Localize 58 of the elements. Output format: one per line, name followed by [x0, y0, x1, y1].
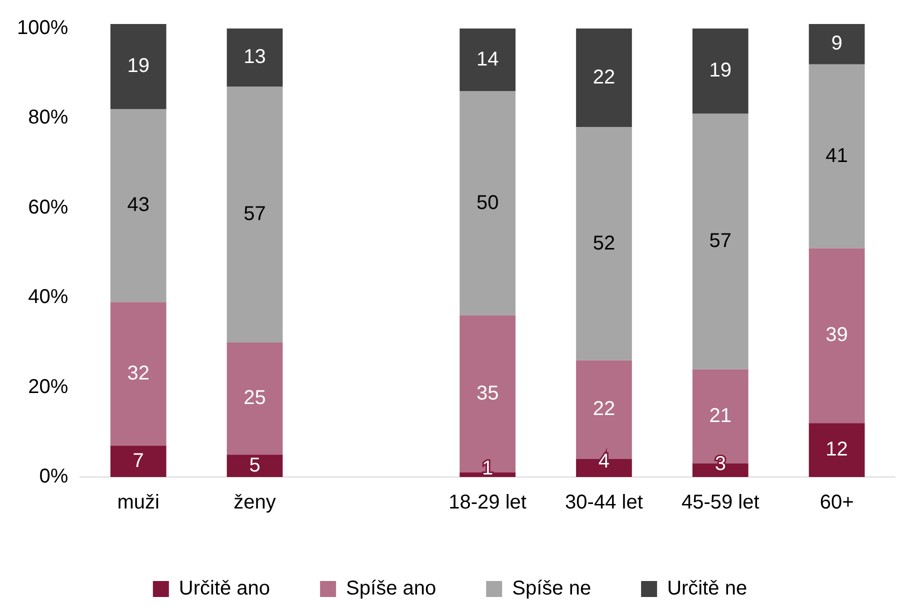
data-label: 41	[826, 144, 848, 167]
data-label: 57	[244, 203, 266, 226]
bar	[110, 446, 166, 477]
data-label: 22	[592, 398, 616, 420]
bar	[460, 91, 516, 316]
legend-label: Určitě ne	[667, 578, 748, 600]
data-label: 35	[476, 382, 499, 405]
bar	[460, 28, 516, 92]
data-label: 19	[127, 55, 150, 78]
data-label: 3	[714, 452, 726, 475]
x-tick-label: 60+	[820, 492, 854, 514]
bar	[808, 64, 865, 248]
bar	[226, 342, 283, 455]
bar	[110, 302, 166, 446]
x-tick-label: 45-59 let	[681, 492, 760, 514]
data-label: 4	[598, 450, 610, 473]
bar	[692, 114, 748, 370]
data-label: 13	[244, 46, 266, 68]
x-tick-label: 18-29 let	[448, 492, 527, 514]
y-tick-label: 20%	[28, 376, 68, 398]
legend-label: Určitě ano	[178, 578, 270, 600]
bar	[110, 24, 166, 110]
y-tick-label: 80%	[28, 106, 68, 129]
data-label: 5	[249, 454, 260, 476]
bar	[808, 24, 865, 64]
x-tick-label: muži	[117, 492, 160, 514]
y-tick-label: 60%	[28, 196, 68, 218]
bar	[226, 28, 283, 87]
data-label: 32	[127, 362, 150, 384]
y-tick-label: 0%	[39, 466, 68, 488]
bar	[576, 127, 632, 360]
bar	[110, 109, 166, 302]
data-label: 9	[831, 32, 842, 55]
data-label: 21	[709, 404, 732, 427]
bar	[576, 28, 632, 128]
bar	[808, 423, 865, 477]
x-tick-label: ženy	[234, 492, 276, 514]
legend-label: Spíše ano	[346, 578, 436, 600]
y-tick-label: 100%	[16, 17, 68, 39]
data-label: 14	[476, 48, 499, 70]
bar	[226, 86, 283, 342]
legend-label: Spíše ne	[512, 578, 592, 600]
y-tick-label: 40%	[28, 286, 68, 308]
bar	[808, 248, 865, 424]
data-label: 43	[127, 194, 150, 216]
data-label: 57	[709, 230, 732, 252]
data-label: 52	[592, 232, 616, 254]
data-label: 22	[592, 66, 616, 88]
bar	[226, 454, 283, 477]
data-label: 39	[826, 324, 848, 346]
data-label: 19	[709, 60, 732, 82]
data-label: 50	[476, 192, 499, 214]
x-tick-label: 30-44 let	[565, 492, 644, 514]
data-label: 7	[132, 450, 144, 472]
data-label: 25	[244, 387, 266, 410]
bar	[692, 28, 748, 114]
data-label: 12	[826, 438, 848, 461]
bar	[460, 316, 516, 473]
